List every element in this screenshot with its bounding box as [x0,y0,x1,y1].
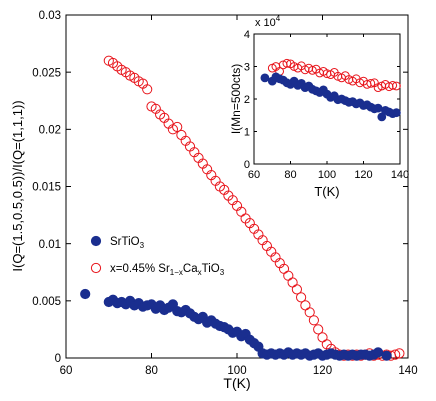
main-open-point [317,332,328,343]
inset-x-tick-label: 140 [391,169,409,181]
legend-marker-srtio3 [90,235,102,247]
main-x-tick-label: 60 [60,365,73,377]
inset-open-point [392,81,401,91]
main-open-point [291,284,302,295]
main-open-point [296,292,307,303]
inset-x-tick-label: 60 [248,169,260,181]
main-open-point [308,315,319,326]
inset-x-tick-label: 80 [284,169,296,181]
inset-x-tick-label: 120 [354,169,372,181]
inset-series-open [267,58,401,92]
main-open-point [287,277,298,288]
main-open-point [172,121,183,133]
inset-filled-point [373,103,383,113]
main-filled-point [381,350,392,361]
main-series-filled [80,288,392,361]
y-axis-label: I(Q=(1.5,0.5,0.5))/I(Q=(1,1,1)) [10,100,25,271]
inset-ticks: 60 80 100 120 140 0 1 2 3 4 [244,29,409,181]
inset-filled-point [260,73,270,83]
inset-filled-point [392,108,401,118]
inset-open-point [282,58,292,68]
inset-y-tick-label: 1 [244,126,250,138]
main-y-tick-label: 0.015 [32,182,61,194]
inset-x-axis-label: T(K) [314,184,339,199]
main-x-tick-label: 100 [227,365,246,377]
main-open-point [300,300,311,311]
main-y-tick-label: 0.025 [32,67,61,79]
inset-filled-point [377,112,387,122]
inset-open-point [388,81,398,90]
main-y-tick-label: 0.005 [32,296,61,308]
inset-y-tick-label: 2 [244,94,250,106]
inset-y-axis-label: I(Mn=500cts) [229,64,243,134]
x-axis-label: T(K) [223,375,250,391]
inset-marks [260,58,401,122]
inset-y-tick-label: 0 [244,159,250,171]
main-open-point [304,307,315,318]
main-y-tick-label: 0 [55,353,61,365]
main-marks [80,55,405,361]
inset-y-tick-label: 4 [244,29,250,41]
inset-y-tick-label: 3 [244,61,250,73]
main-open-point [142,84,153,95]
inset-open-point [366,79,376,88]
main-open-point [283,270,294,281]
main-open-point [394,348,405,359]
inset-series-filled [260,72,401,122]
inset-x-tick-label: 100 [318,169,336,181]
main-x-tick-label: 120 [313,365,332,377]
legend-marker-doped [90,262,102,274]
main-y-tick-label: 0.03 [39,10,61,22]
inset-y-multiplier: x 104 [255,14,281,29]
main-plot: 60 80 100 120 14000.0050.010.0150.020.0250.0… [10,10,418,391]
main-y-tick-label: 0.02 [39,124,61,136]
main-open-point [313,324,324,335]
inset-plot: 60 80 100 120 140 0 1 2 3 4 x 104 T(K) I(Mn=500ct… [229,14,409,199]
main-filled-point [80,288,91,300]
main-x-tick-label: 140 [398,365,417,377]
main-x-tick-label: 80 [145,365,158,377]
main-filled-point [373,347,384,358]
legend-label-srtio3: SrTiO3 [110,236,145,250]
main-y-tick-label: 0.01 [39,239,61,251]
legend-label-doped: x=0.45% Sr1−xCaxTiO3 [110,263,225,277]
legend: SrTiO3 x=0.45% Sr1−xCaxTiO3 [90,235,225,277]
